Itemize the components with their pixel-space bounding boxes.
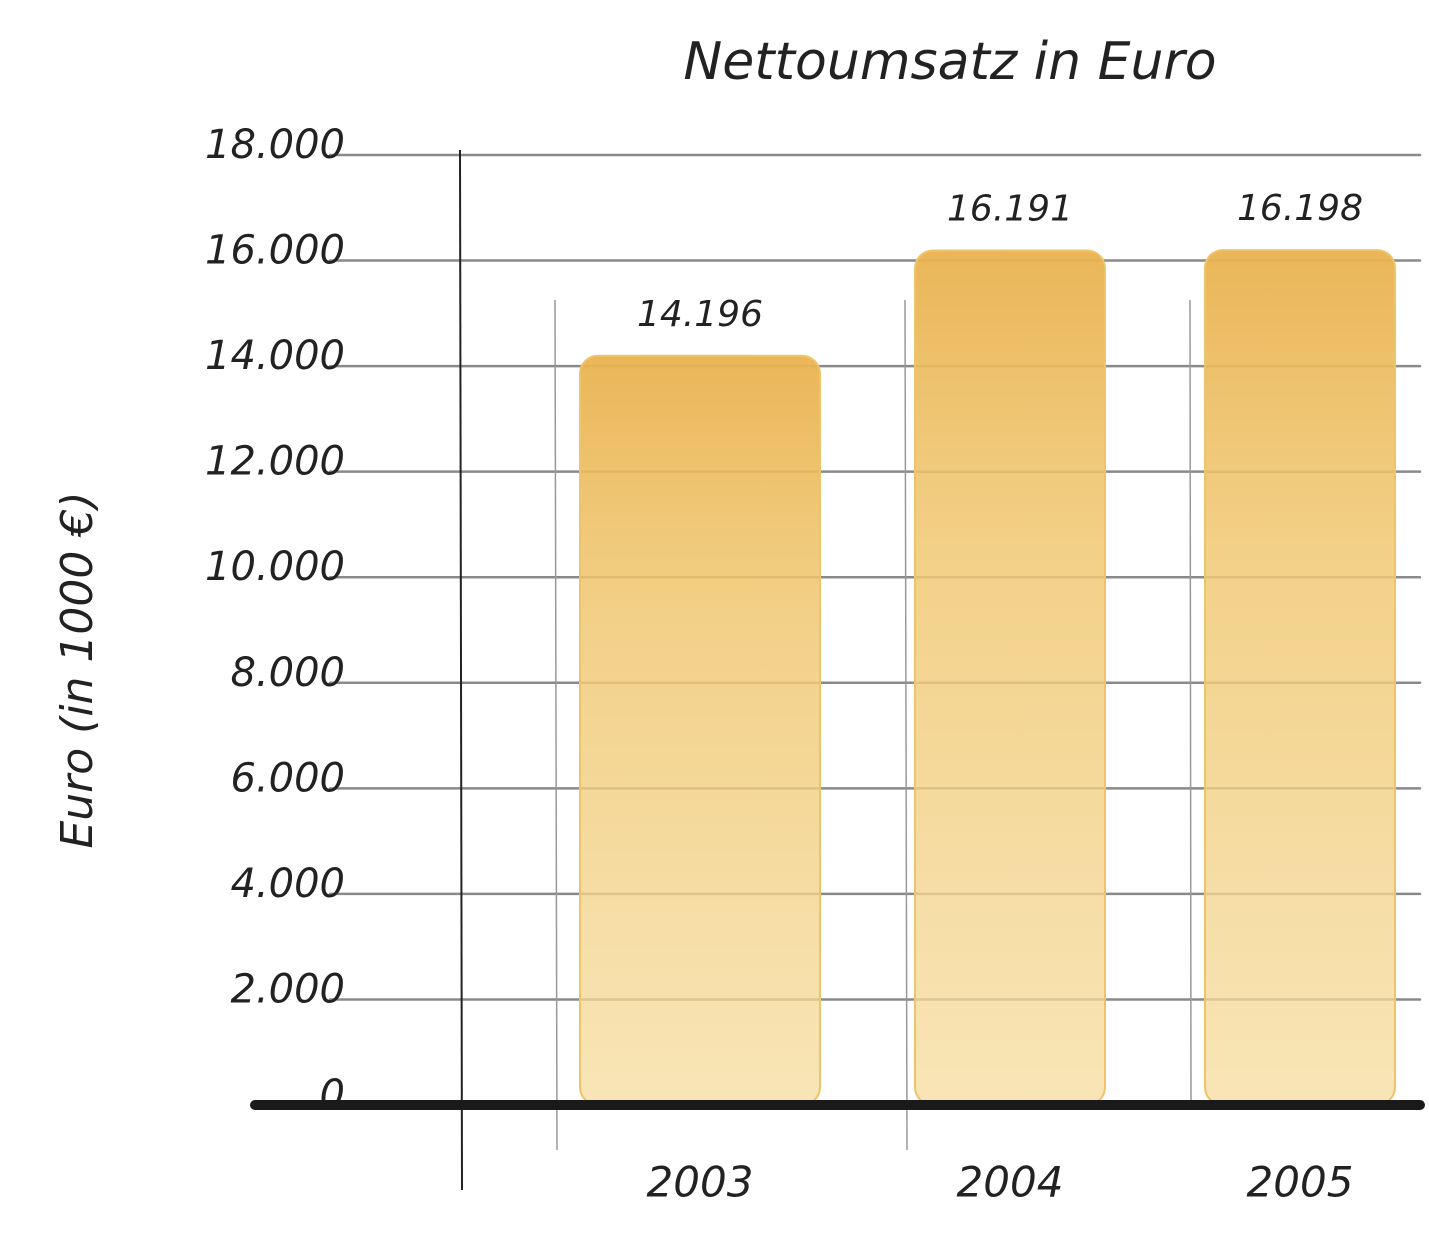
y-tick-label: 14.000 <box>205 333 345 379</box>
pencil-guide <box>554 299 558 1151</box>
bars <box>579 249 1396 1107</box>
y-tick-label: 6.000 <box>230 755 345 801</box>
y-tick-label: 10.000 <box>205 544 345 590</box>
bar <box>1204 249 1396 1107</box>
grid <box>328 153 1422 1001</box>
y-tick-label: 4.000 <box>230 861 345 907</box>
y-tick-label: 8.000 <box>230 650 345 696</box>
bar <box>579 354 821 1106</box>
pencil-guide <box>904 299 908 1151</box>
bar <box>914 249 1106 1107</box>
y-axis-label: Euro (in 1000 €) <box>52 491 103 848</box>
y-tick-label: 12.000 <box>205 439 345 485</box>
x-tick-label: 2005 <box>1247 1158 1354 1207</box>
y-tick-label: 18.000 <box>205 122 345 168</box>
y-tick-label: 16.000 <box>205 228 345 274</box>
value-label: 14.196 <box>637 294 763 335</box>
y-tick-label: 0 <box>320 1072 345 1118</box>
x-tick-label: 2004 <box>957 1158 1064 1207</box>
value-label: 16.198 <box>1237 188 1363 229</box>
value-label: 16.191 <box>947 188 1073 229</box>
x-tick-label: 2003 <box>647 1158 754 1207</box>
y-tick-label: 2.000 <box>230 966 345 1012</box>
y-axis-line <box>459 149 463 1191</box>
chart-title: Nettoumsatz in Euro <box>683 32 1216 92</box>
pencil-guide <box>1189 299 1192 1111</box>
